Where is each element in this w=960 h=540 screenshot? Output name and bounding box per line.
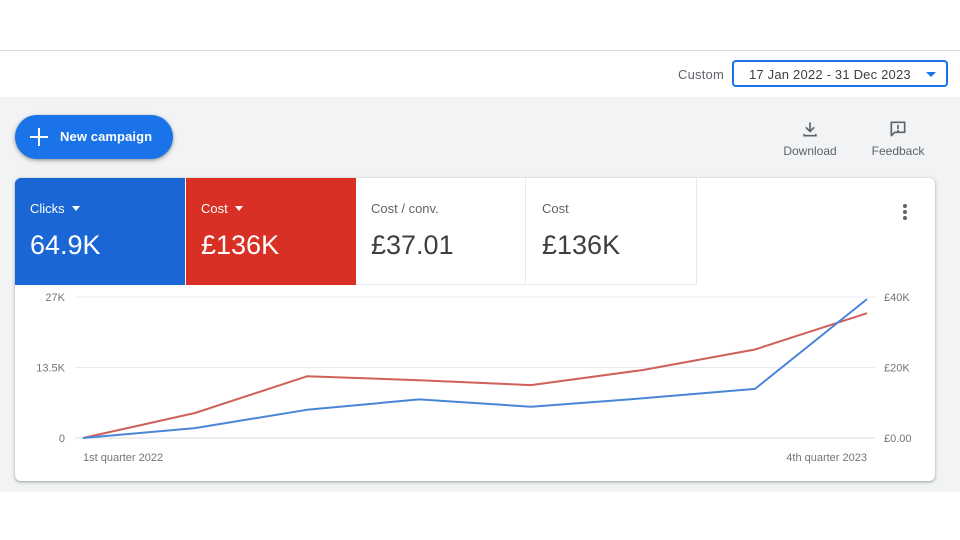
metric-name: Cost / conv. xyxy=(371,201,439,216)
metric-tile-clicks[interactable]: Clicks 64.9K xyxy=(15,178,185,285)
date-range-select[interactable]: 17 Jan 2022 - 31 Dec 2023 xyxy=(732,60,948,87)
right-axis-tick-label: £0.00 xyxy=(884,433,912,445)
download-button[interactable]: Download xyxy=(775,119,845,159)
left-axis-tick-label: 0 xyxy=(59,433,65,445)
new-campaign-button[interactable]: New campaign xyxy=(15,115,173,159)
performance-card: Clicks 64.9K Cost £136K Cost / conv. £37… xyxy=(15,178,935,481)
feedback-button[interactable]: Feedback xyxy=(863,119,933,159)
new-campaign-label: New campaign xyxy=(60,129,153,144)
download-icon xyxy=(803,122,817,137)
date-range-value: 17 Jan 2022 - 31 Dec 2023 xyxy=(749,67,911,82)
metric-tile-cost-per-conversion[interactable]: Cost / conv. £37.01 xyxy=(356,178,526,285)
right-axis-tick-label: £40K xyxy=(884,292,910,304)
metric-name: Cost xyxy=(542,201,569,216)
left-axis-tick-label: 27K xyxy=(45,292,65,304)
metric-name[interactable]: Clicks xyxy=(30,201,80,216)
series-line-cost xyxy=(82,312,868,439)
overview-content: New campaign Download Feedback Clicks 64… xyxy=(0,97,960,492)
right-axis-tick-label: £20K xyxy=(884,363,910,375)
dropdown-caret-icon xyxy=(234,206,243,211)
more-options-icon[interactable] xyxy=(895,202,915,222)
plus-icon xyxy=(28,126,50,148)
x-axis-label-start: 1st quarter 2022 xyxy=(83,452,163,464)
feedback-label: Feedback xyxy=(871,144,925,158)
dropdown-caret-icon xyxy=(71,206,80,211)
metric-value: £136K xyxy=(201,230,280,260)
metric-name[interactable]: Cost xyxy=(201,201,243,216)
date-range-type-label: Custom xyxy=(678,67,724,82)
dropdown-caret-icon xyxy=(926,72,936,77)
series-line-clicks xyxy=(82,298,868,439)
metric-tile-cost[interactable]: Cost £136K xyxy=(186,178,356,285)
download-label: Download xyxy=(783,144,837,158)
feedback-icon xyxy=(890,121,906,137)
metric-value: £136K xyxy=(542,230,621,260)
x-axis-label-end: 4th quarter 2023 xyxy=(786,452,867,464)
performance-line-chart: 0 13.5K 27K £0.00 £20K £40K 1st quarter 2022 4t… xyxy=(36,292,912,464)
metric-value: 64.9K xyxy=(30,230,101,260)
date-range-bar: Custom 17 Jan 2022 - 31 Dec 2023 xyxy=(0,50,960,98)
metric-value: £37.01 xyxy=(371,230,454,260)
left-axis-tick-label: 13.5K xyxy=(36,363,65,375)
metric-tile-cost-2[interactable]: Cost £136K xyxy=(527,178,697,285)
